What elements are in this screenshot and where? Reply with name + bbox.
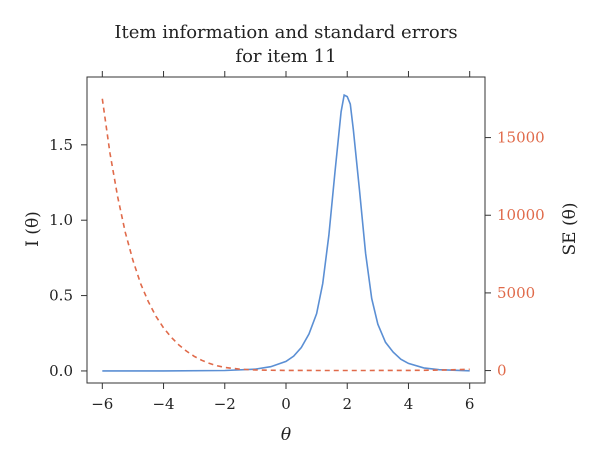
x-tick-label: −6 [91, 395, 113, 413]
series-layer [101, 93, 470, 372]
x-axis-label: θ [281, 425, 291, 445]
x-axis-ticks: −6 −4 −2 0 2 4 6 [91, 71, 474, 413]
y-left-tick-label: 0.5 [49, 287, 73, 305]
y-left-tick-label: 1.0 [49, 211, 73, 229]
y-left-tick-label: 0.0 [49, 362, 73, 380]
plot-frame [86, 76, 486, 384]
x-tick-label: −4 [152, 395, 174, 413]
x-tick-label: −2 [214, 395, 236, 413]
x-tick-label: 4 [404, 395, 414, 413]
y-right-tick-label: 15000 [497, 129, 545, 147]
series-line-se [101, 98, 470, 372]
x-tick-label: 6 [465, 395, 475, 413]
y-left-axis-label: I (θ) [23, 211, 43, 247]
x-tick-label: 0 [281, 395, 291, 413]
chart-title-line-1: Item information and standard errors [114, 22, 457, 43]
y-right-tick-label: 10000 [497, 206, 545, 224]
y-right-axis-label: SE (θ) [560, 203, 580, 256]
x-tick-label: 2 [342, 395, 352, 413]
chart-title-line-2: for item 11 [235, 46, 336, 67]
y-left-tick-label: 1.5 [49, 136, 73, 154]
y-left-axis-ticks: 0.0 0.5 1.0 1.5 [49, 136, 87, 380]
y-right-tick-label: 0 [497, 362, 507, 380]
y-right-axis-ticks: 0 5000 10000 15000 [485, 129, 545, 380]
y-right-tick-label: 5000 [497, 284, 535, 302]
series-line-information [102, 93, 470, 372]
